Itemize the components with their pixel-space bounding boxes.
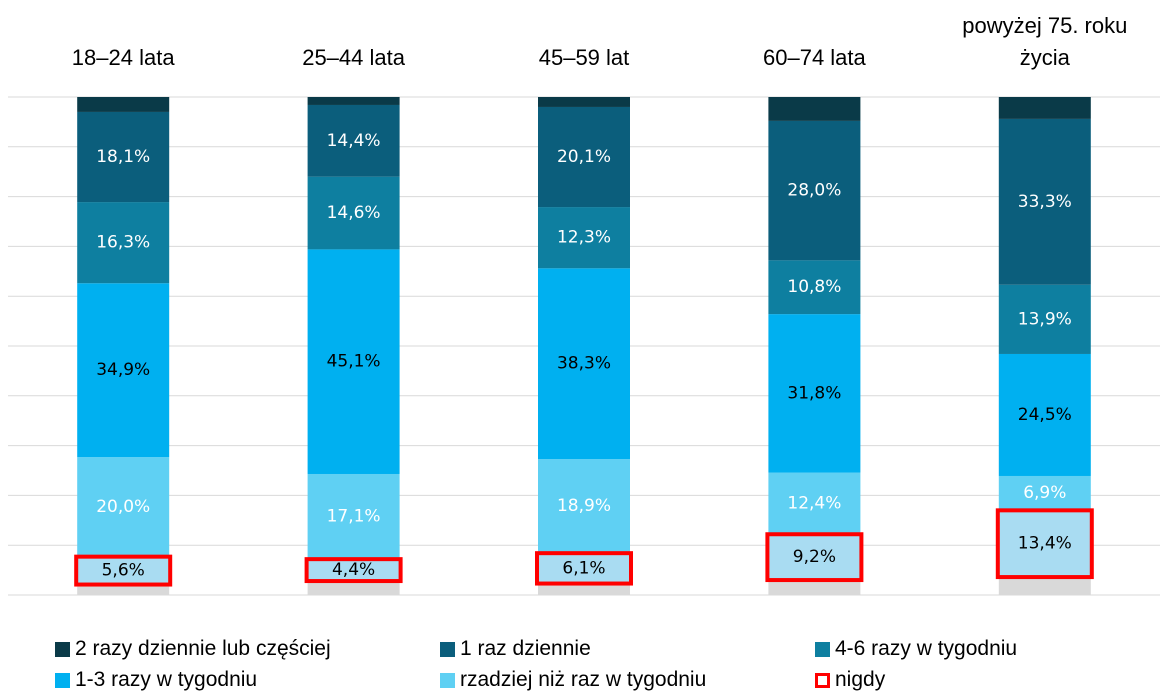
legend-swatch	[815, 641, 830, 657]
value-label: 18,1%	[96, 147, 150, 167]
value-label: 9,2%	[793, 547, 836, 567]
value-label: 45,1%	[327, 352, 381, 372]
bar-segment	[307, 104, 400, 177]
legend-label: 1 raz dziennie	[460, 637, 591, 660]
bar-segment	[998, 284, 1091, 354]
value-label: 12,4%	[787, 493, 841, 513]
bar-segment	[768, 580, 861, 595]
highlight-box	[535, 551, 633, 586]
value-label: 17,1%	[327, 507, 381, 527]
value-label: 20,0%	[96, 497, 150, 517]
bar-segment	[307, 581, 400, 595]
value-label: 18,9%	[557, 496, 611, 516]
value-label: 12,3%	[557, 228, 611, 248]
legend-swatch	[815, 672, 830, 688]
value-label: 6,1%	[562, 558, 605, 578]
bar-segment	[768, 260, 861, 315]
legend-label: rzadziej niż raz w tygodniu	[460, 668, 707, 691]
value-label: 33,3%	[1018, 192, 1072, 212]
bar-segment	[77, 457, 170, 557]
bar-segment	[77, 556, 170, 585]
value-label: 34,9%	[96, 360, 150, 380]
value-label: 31,8%	[787, 383, 841, 403]
value-label: 14,6%	[327, 203, 381, 223]
legend-item: 1-3 razy w tygodniu	[55, 668, 257, 692]
bar-segment	[307, 249, 400, 474]
bar-segment	[538, 553, 630, 584]
value-label: 5,6%	[102, 561, 145, 581]
bar-segment	[768, 472, 861, 535]
legend-swatch	[440, 641, 455, 657]
bar-segment	[768, 534, 861, 581]
bar-segment	[768, 97, 861, 121]
legend-label: nigdy	[835, 668, 886, 691]
legend-swatch	[55, 641, 70, 657]
bar-segment	[307, 473, 400, 560]
legend-swatch	[55, 672, 70, 688]
value-label: 14,4%	[327, 131, 381, 151]
bar-segment	[998, 353, 1091, 476]
value-label: 6,9%	[1023, 483, 1066, 503]
bar-segment	[998, 97, 1091, 119]
bar-segment	[307, 97, 400, 105]
x-tick-label: 25–44 lata	[302, 45, 405, 70]
value-label: 10,8%	[787, 277, 841, 297]
legend-label: 2 razy dziennie lub częściej	[75, 637, 331, 660]
legend-item: 4-6 razy w tygodniu	[815, 637, 1017, 661]
x-tick-label: 45–59 lat	[538, 45, 630, 70]
bar-segment	[538, 268, 630, 460]
legend-item: 2 razy dziennie lub częściej	[55, 637, 331, 661]
bar-segment	[77, 283, 170, 458]
x-tick-label: powyżej 75. roku życia	[962, 13, 1128, 70]
value-label: 16,3%	[96, 233, 150, 253]
bar-segment	[77, 97, 170, 112]
legend-item: rzadziej niż raz w tygodniu	[440, 668, 706, 692]
bar-segment	[77, 584, 170, 595]
bar-segment	[307, 559, 400, 582]
value-label: 38,3%	[557, 354, 611, 374]
bar-segment	[538, 97, 630, 107]
highlight-box	[995, 508, 1094, 580]
value-label: 20,1%	[557, 147, 611, 167]
value-label: 24,5%	[1018, 405, 1072, 425]
bar-segment	[77, 202, 170, 284]
value-label: 28,0%	[787, 181, 841, 201]
highlight-box	[74, 554, 173, 587]
x-tick-label: 60–74 lata	[763, 45, 866, 70]
bar-segment	[538, 583, 630, 595]
value-label: 13,4%	[1018, 534, 1072, 554]
legend-item: nigdy	[815, 668, 885, 692]
x-tick-label: 18–24 lata	[71, 45, 175, 70]
bar-segment	[998, 118, 1091, 285]
bar-segment	[307, 176, 400, 250]
bar-segment	[768, 120, 861, 261]
bar-segment	[538, 459, 630, 554]
bar-segment	[538, 106, 630, 208]
legend-swatch	[440, 672, 455, 688]
legend-label: 4-6 razy w tygodniu	[835, 637, 1018, 660]
bar-segment	[998, 510, 1091, 578]
bar-segment	[998, 577, 1091, 595]
value-label: 13,9%	[1018, 309, 1072, 329]
bar-segment	[538, 207, 630, 269]
legend-item: 1 raz dziennie	[440, 637, 591, 661]
bar-segment	[768, 314, 861, 473]
highlight-box	[765, 532, 864, 583]
legend-label: 1-3 razy w tygodniu	[75, 668, 258, 691]
highlight-box	[304, 557, 403, 584]
bar-segment	[77, 111, 170, 203]
value-label: 4,4%	[332, 560, 375, 580]
bar-segment	[998, 475, 1091, 511]
